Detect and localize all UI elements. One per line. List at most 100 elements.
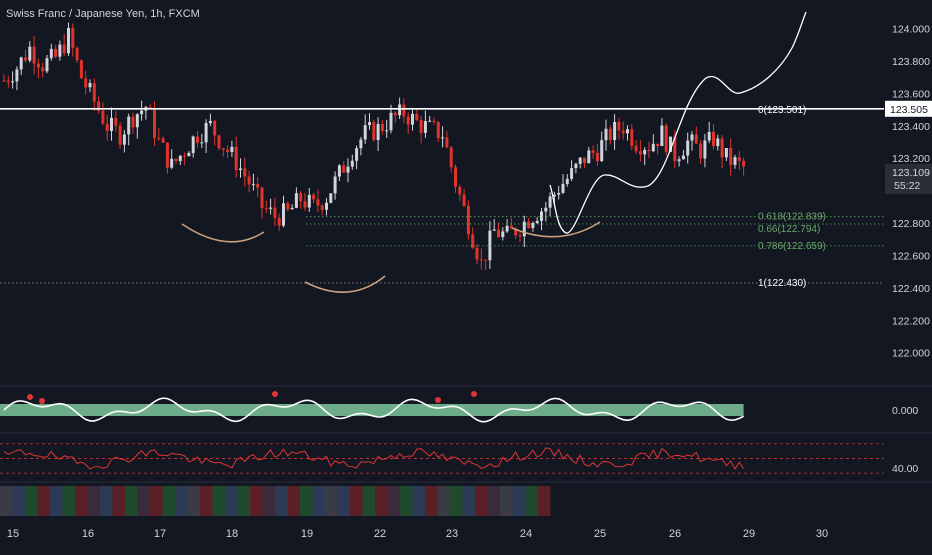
- time-tick-label: 17: [154, 528, 166, 540]
- candle-body: [230, 146, 234, 153]
- price-tick-label: 123.600: [892, 88, 930, 100]
- color-strip-cell: [137, 486, 151, 516]
- candle-body: [527, 221, 531, 229]
- symbol-title: Swiss Franc / Japanese Yen, 1h, FXCM: [6, 8, 200, 20]
- candle-body: [251, 184, 255, 186]
- level-price-tag: [885, 100, 932, 117]
- candle-body: [234, 146, 238, 171]
- candle-body: [561, 183, 565, 193]
- candle-body: [368, 122, 371, 126]
- rsi-line: [3, 447, 745, 470]
- candle-body: [191, 136, 195, 153]
- price-tick-label: 123.800: [892, 56, 930, 68]
- color-strip-cell: [537, 486, 551, 516]
- candle-body: [79, 60, 83, 79]
- last-price-label: 123.109: [892, 167, 930, 179]
- candle-body: [737, 157, 741, 161]
- oscillator-tick-label: 0.000: [892, 405, 918, 417]
- color-strip-cell: [250, 486, 263, 516]
- candle-body: [355, 148, 359, 161]
- candle-body: [441, 137, 445, 139]
- candle-body: [454, 167, 457, 187]
- candle-body: [557, 192, 561, 195]
- candle-body: [208, 120, 212, 124]
- candle-body: [471, 234, 475, 248]
- time-tick-label: 24: [520, 528, 532, 540]
- candle-body: [669, 136, 672, 152]
- time-tick-label: 25: [594, 528, 606, 540]
- candle-body: [45, 58, 49, 72]
- fib-level-label: 1(122.430): [758, 278, 806, 289]
- candle-body: [110, 117, 113, 132]
- candle-body: [380, 123, 384, 131]
- candle-body: [402, 104, 406, 117]
- candle-body: [333, 176, 337, 194]
- candle-body: [419, 120, 423, 133]
- candle-body: [733, 157, 737, 165]
- candle-body: [325, 202, 328, 210]
- candle-body: [432, 120, 436, 122]
- candle-body: [587, 150, 591, 164]
- candle-body: [260, 187, 264, 209]
- color-strip-cell: [387, 486, 401, 516]
- candle-body: [2, 80, 6, 82]
- color-strip-cell: [275, 486, 288, 516]
- candle-body: [466, 205, 470, 235]
- candle-body: [406, 116, 410, 125]
- candle-body: [24, 57, 27, 61]
- candle-body: [269, 207, 273, 209]
- candle-body: [316, 199, 320, 206]
- color-strip-cell: [162, 486, 176, 516]
- candle-body: [312, 194, 316, 200]
- candle-body: [681, 155, 685, 160]
- price-tick-label: 122.800: [892, 218, 930, 230]
- candle-body: [239, 168, 242, 171]
- candle-body: [41, 67, 45, 72]
- fib-level-label: 0.618(122.839): [758, 212, 826, 223]
- candle-body: [54, 48, 58, 57]
- candle-body: [204, 123, 208, 143]
- candle-body: [290, 207, 294, 210]
- price-tick-label: 122.600: [892, 250, 930, 262]
- candle-body: [294, 193, 298, 208]
- candle-body: [101, 110, 105, 124]
- candle-body: [690, 134, 694, 141]
- candle-body: [286, 203, 290, 210]
- oscillator-band: [0, 404, 744, 416]
- color-strip-cell: [112, 486, 126, 516]
- price-tick-label: 123.200: [892, 153, 930, 165]
- candle-body: [303, 201, 307, 208]
- candle-body: [436, 121, 440, 139]
- color-strip-cell: [12, 486, 26, 516]
- candle-body: [712, 131, 715, 147]
- candle-body: [174, 158, 178, 162]
- candle-body: [686, 140, 690, 156]
- candle-body: [720, 138, 724, 158]
- color-strip-cell: [100, 486, 113, 516]
- time-tick-label: 26: [669, 528, 681, 540]
- candle-body: [488, 230, 492, 261]
- color-strip-cell: [287, 486, 301, 516]
- color-strip-cell: [262, 486, 276, 516]
- candle-body: [187, 152, 191, 157]
- candle-body: [479, 259, 483, 261]
- candle-body: [574, 163, 578, 169]
- candle-body: [531, 223, 535, 229]
- projection-path: [549, 11, 807, 234]
- time-tick-label: 30: [816, 528, 828, 540]
- price-tick-label: 122.400: [892, 283, 930, 295]
- candle-body: [729, 148, 733, 165]
- candle-body: [131, 116, 135, 128]
- color-strip-cell: [450, 486, 463, 516]
- color-strip-cell: [525, 486, 538, 516]
- countdown-label: 55:22: [894, 180, 920, 192]
- candle-body: [484, 259, 488, 261]
- candle-body: [570, 168, 574, 179]
- candle-body: [88, 83, 92, 88]
- candle-body: [449, 147, 453, 168]
- candle-body: [342, 165, 346, 173]
- candle-body: [643, 149, 647, 155]
- candle-body: [389, 112, 393, 131]
